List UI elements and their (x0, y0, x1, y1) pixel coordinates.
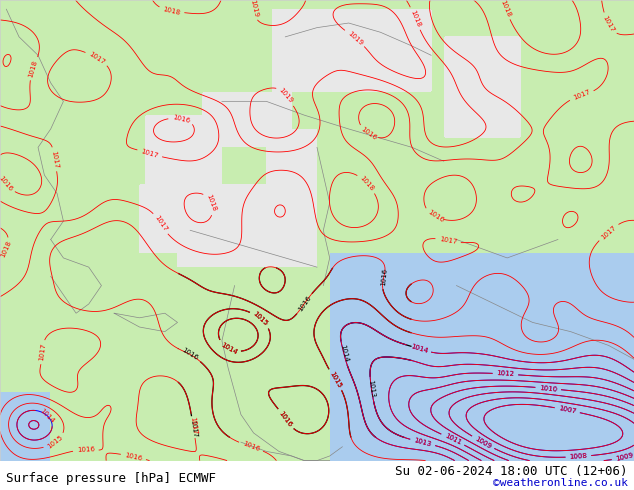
Text: 1016: 1016 (124, 452, 143, 462)
Text: 1007: 1007 (558, 405, 577, 415)
Text: 1017: 1017 (189, 419, 198, 438)
Text: 1017: 1017 (140, 148, 159, 159)
Text: 1016: 1016 (297, 294, 312, 313)
Text: 1017: 1017 (87, 50, 106, 66)
Text: 1011: 1011 (443, 433, 462, 446)
Text: 1014: 1014 (39, 407, 55, 424)
Text: 1016: 1016 (380, 268, 387, 286)
Text: 1015: 1015 (252, 311, 269, 327)
Text: 1018: 1018 (0, 240, 13, 259)
Text: 1008: 1008 (569, 453, 588, 460)
Text: 1017: 1017 (439, 236, 458, 245)
Text: 1015: 1015 (328, 370, 342, 389)
Text: 1016: 1016 (278, 410, 294, 428)
Text: 1012: 1012 (496, 370, 515, 378)
Text: 1018: 1018 (205, 194, 217, 213)
Text: 1016: 1016 (77, 446, 95, 453)
Text: 1017: 1017 (572, 89, 591, 101)
Text: 1016: 1016 (0, 175, 13, 193)
Bar (0, 461, 634, 485)
Text: 1015: 1015 (328, 370, 342, 389)
Text: 1009: 1009 (615, 452, 634, 463)
Text: 1017: 1017 (600, 224, 617, 240)
Text: 1014: 1014 (339, 344, 349, 363)
Text: 1019: 1019 (278, 87, 294, 104)
Text: 1018: 1018 (359, 175, 375, 192)
Text: 1013: 1013 (367, 380, 376, 398)
Text: 1018: 1018 (162, 6, 181, 16)
Text: ©weatheronline.co.uk: ©weatheronline.co.uk (493, 478, 628, 488)
Text: 1009: 1009 (615, 452, 634, 463)
Text: 1018: 1018 (499, 0, 512, 18)
Text: 1009: 1009 (474, 435, 493, 450)
Text: 1016: 1016 (426, 209, 444, 224)
Text: 1007: 1007 (558, 405, 577, 415)
Text: 1011: 1011 (443, 433, 462, 446)
Text: 1015: 1015 (46, 434, 64, 450)
Text: 1016: 1016 (181, 347, 199, 362)
Text: 1017: 1017 (602, 15, 616, 33)
Text: 1016: 1016 (172, 114, 191, 123)
Text: 1017: 1017 (50, 150, 59, 169)
Text: 1014: 1014 (219, 342, 238, 356)
Text: 1017: 1017 (189, 416, 197, 435)
Text: 1017: 1017 (153, 215, 168, 233)
Text: 1010: 1010 (539, 385, 557, 392)
Text: 1016: 1016 (278, 410, 294, 428)
Text: 1013: 1013 (413, 437, 432, 448)
Text: 1009: 1009 (474, 435, 493, 450)
Text: 1014: 1014 (410, 343, 429, 354)
Text: Su 02-06-2024 18:00 UTC (12+06): Su 02-06-2024 18:00 UTC (12+06) (395, 465, 628, 478)
Text: 1016: 1016 (360, 126, 378, 142)
Text: 1019: 1019 (346, 30, 364, 46)
Text: 1010: 1010 (539, 385, 557, 392)
Text: Surface pressure [hPa] ECMWF: Surface pressure [hPa] ECMWF (6, 472, 216, 485)
Text: 1013: 1013 (413, 437, 432, 448)
Text: 1008: 1008 (569, 453, 588, 460)
Text: 1015: 1015 (252, 311, 269, 327)
Text: 1018: 1018 (409, 9, 422, 28)
Text: 1018: 1018 (28, 59, 39, 78)
Text: 1016: 1016 (242, 441, 261, 453)
Text: 1019: 1019 (250, 0, 259, 18)
Text: 1017: 1017 (38, 343, 47, 362)
Text: 1014: 1014 (410, 343, 429, 354)
Text: 1012: 1012 (496, 370, 515, 378)
Text: 1014: 1014 (219, 342, 238, 356)
